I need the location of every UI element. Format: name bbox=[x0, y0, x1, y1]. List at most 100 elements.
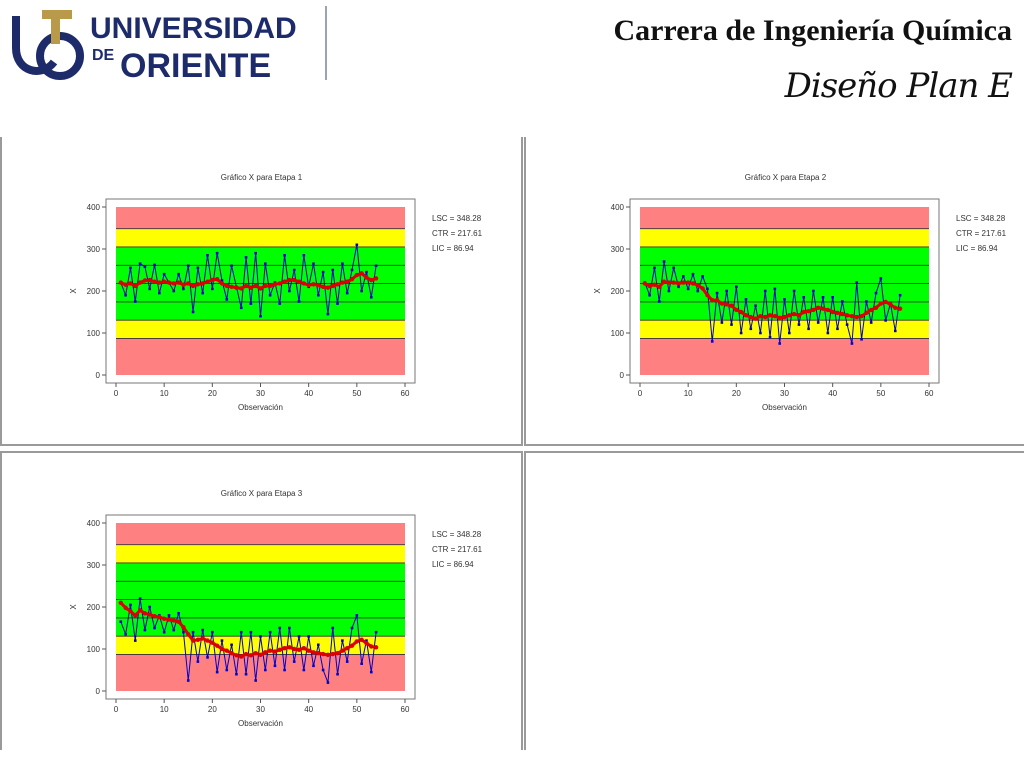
observation-point bbox=[739, 331, 743, 335]
smoothed-point bbox=[311, 282, 316, 287]
smoothed-point bbox=[311, 650, 316, 655]
smoothed-point bbox=[869, 307, 874, 313]
observation-point bbox=[701, 275, 704, 278]
control-limit-label: LIC = 86.94 bbox=[432, 244, 474, 253]
observation-point bbox=[754, 304, 757, 307]
logo-word-de: DE bbox=[92, 47, 115, 64]
observation-point bbox=[283, 668, 286, 672]
smoothed-point bbox=[239, 286, 244, 291]
smoothed-point bbox=[229, 651, 234, 656]
page-title: Carrera de Ingeniería Química bbox=[613, 14, 1012, 47]
smoothed-point bbox=[748, 314, 753, 320]
y-axis-label: X bbox=[69, 288, 78, 294]
smoothed-point bbox=[272, 649, 278, 654]
smoothed-point bbox=[219, 646, 225, 652]
smoothed-point bbox=[364, 275, 369, 280]
observation-point bbox=[278, 626, 282, 630]
smoothed-point bbox=[772, 314, 778, 319]
smoothed-point bbox=[137, 608, 143, 613]
observation-point bbox=[797, 323, 801, 326]
x-tick-label: 60 bbox=[925, 389, 934, 398]
smoothed-point bbox=[171, 618, 176, 623]
observation-point bbox=[317, 643, 320, 647]
empty-chart-panel bbox=[524, 451, 1024, 750]
observation-point bbox=[331, 268, 335, 272]
observation-point bbox=[211, 630, 214, 634]
smoothed-point bbox=[830, 309, 835, 315]
observation-point bbox=[749, 327, 753, 331]
smoothed-point bbox=[287, 277, 292, 283]
observation-point bbox=[259, 314, 262, 318]
smoothed-point bbox=[893, 305, 898, 310]
y-tick-label: 200 bbox=[87, 603, 101, 612]
upper-red-zone bbox=[116, 207, 405, 229]
observation-point bbox=[196, 266, 200, 270]
y-tick-label: 400 bbox=[87, 519, 101, 528]
smoothed-point bbox=[753, 316, 758, 321]
observation-point bbox=[725, 289, 728, 293]
observation-point bbox=[264, 262, 267, 265]
smoothed-point bbox=[864, 310, 869, 316]
logo-emblem bbox=[12, 10, 84, 80]
observation-point bbox=[869, 321, 873, 324]
observation-point bbox=[735, 285, 738, 289]
observation-point bbox=[326, 681, 330, 684]
lower-red-zone bbox=[116, 654, 405, 691]
smoothed-point bbox=[729, 303, 734, 308]
observation-point bbox=[720, 321, 724, 324]
smoothed-point bbox=[354, 639, 360, 644]
chart-title: Gráfico X para Etapa 3 bbox=[221, 489, 303, 498]
observation-point bbox=[317, 293, 320, 297]
y-axis-label: X bbox=[69, 604, 78, 610]
control-limit-label: LSC = 348.28 bbox=[432, 214, 482, 223]
observation-point bbox=[254, 251, 257, 255]
observation-point bbox=[239, 306, 243, 310]
smoothed-point bbox=[248, 285, 254, 290]
observation-line bbox=[120, 244, 377, 317]
observation-point bbox=[220, 279, 224, 282]
observation-point bbox=[153, 263, 156, 267]
control-limit-label: CTR = 217.61 bbox=[956, 229, 1007, 238]
x-tick-label: 40 bbox=[828, 389, 837, 398]
smoothed-point bbox=[364, 640, 369, 646]
observation-point bbox=[288, 626, 291, 630]
observation-point bbox=[191, 630, 195, 634]
smoothed-point bbox=[878, 301, 884, 306]
smoothed-point bbox=[825, 307, 831, 313]
observation-point bbox=[264, 668, 267, 672]
smoothed-point bbox=[243, 283, 249, 289]
smoothed-point bbox=[763, 314, 768, 320]
observation-point bbox=[302, 254, 306, 257]
smoothed-point bbox=[738, 309, 744, 315]
smoothed-point bbox=[243, 651, 249, 657]
smoothed-point bbox=[676, 281, 681, 286]
observation-line bbox=[644, 261, 901, 344]
observation-point bbox=[133, 639, 137, 642]
smoothed-point bbox=[888, 302, 893, 307]
smoothed-point bbox=[176, 619, 181, 624]
y-tick-label: 100 bbox=[87, 329, 101, 338]
smoothed-point bbox=[335, 282, 340, 287]
observation-point bbox=[706, 287, 709, 291]
smoothed-point bbox=[671, 280, 676, 285]
smoothed-point bbox=[724, 302, 729, 307]
smoothed-point bbox=[316, 651, 321, 656]
observation-point bbox=[860, 338, 863, 341]
smoothed-point bbox=[171, 281, 176, 286]
smoothed-point bbox=[796, 313, 802, 318]
smoothed-point bbox=[666, 280, 672, 285]
smoothed-point bbox=[133, 613, 138, 618]
observation-point bbox=[730, 323, 733, 326]
observation-point bbox=[331, 626, 335, 630]
x-axis-label: Observación bbox=[238, 403, 283, 412]
smoothed-point bbox=[258, 652, 263, 658]
smoothed-point bbox=[118, 280, 124, 285]
smoothed-point bbox=[840, 311, 845, 317]
observation-point bbox=[278, 302, 282, 305]
lower-yellow-zone bbox=[640, 320, 929, 339]
observation-point bbox=[369, 296, 373, 299]
smoothed-point bbox=[330, 651, 335, 657]
control-limit-label: LIC = 86.94 bbox=[432, 560, 474, 569]
x-tick-label: 30 bbox=[780, 389, 789, 398]
smoothed-point bbox=[147, 277, 152, 283]
